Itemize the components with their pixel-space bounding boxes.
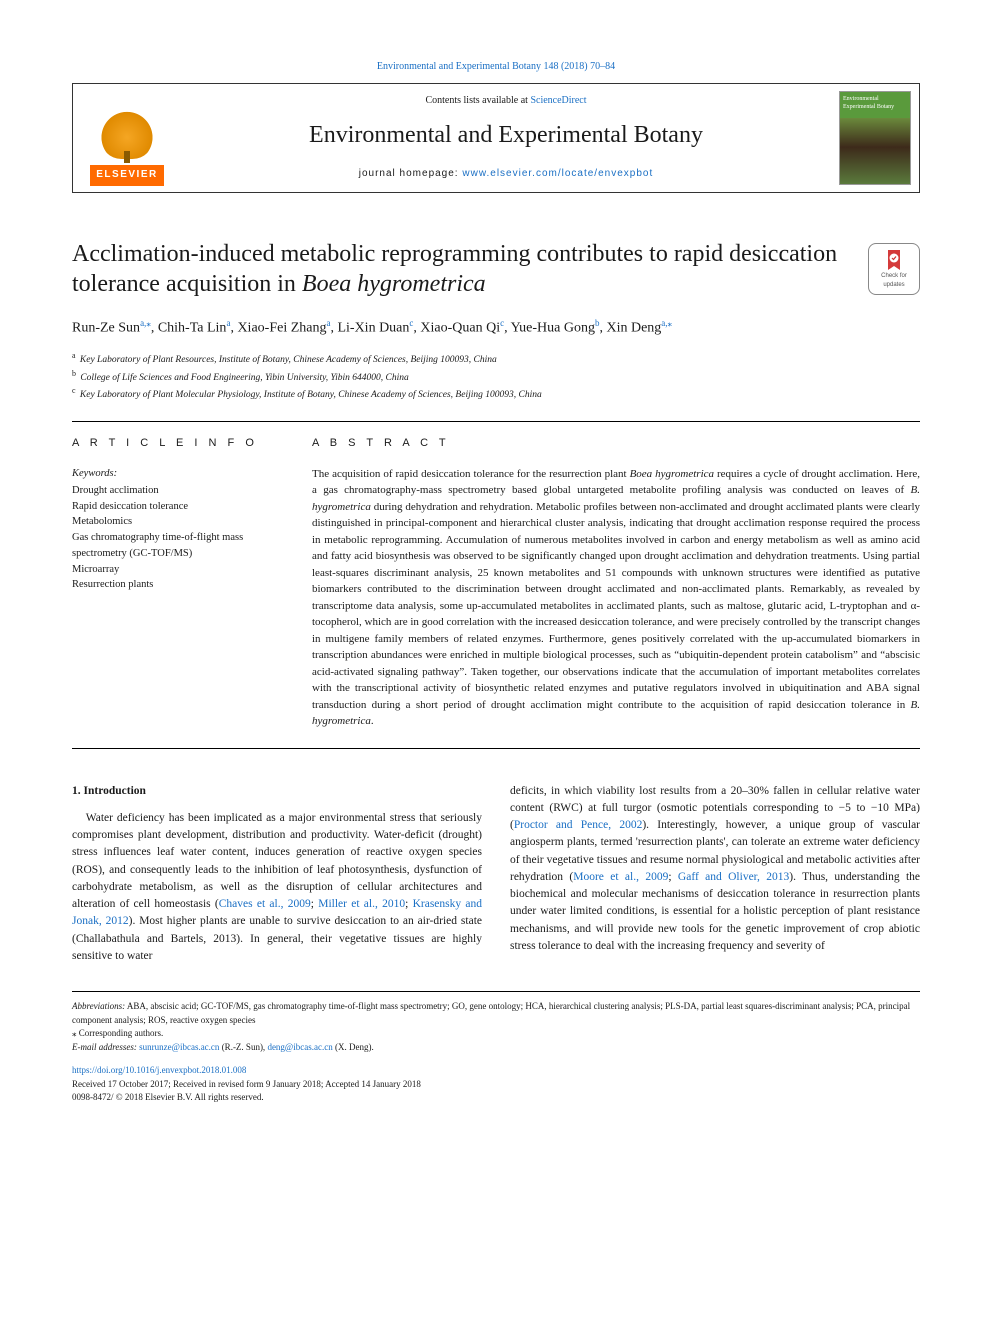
corresponding-note: ⁎ Corresponding authors.: [72, 1027, 920, 1041]
copyright-line: 0098-8472/ © 2018 Elsevier B.V. All righ…: [72, 1092, 264, 1102]
title-italic: Boea hygrometrica: [302, 271, 486, 297]
header-center: Contents lists available at ScienceDirec…: [181, 84, 831, 192]
affiliation-line: c Key Laboratory of Plant Molecular Phys…: [72, 385, 920, 402]
body-para-1: Water deficiency has been implicated as …: [72, 810, 482, 965]
abstract-text: The acquisition of rapid desiccation tol…: [312, 466, 920, 730]
journal-title: Environmental and Experimental Botany: [189, 118, 823, 153]
keyword-item: Resurrection plants: [72, 577, 280, 593]
badge-line1: Check for: [881, 272, 907, 281]
elsevier-wordmark: ELSEVIER: [90, 165, 163, 186]
journal-homepage: journal homepage: www.elsevier.com/locat…: [189, 167, 823, 182]
keyword-item: Rapid desiccation tolerance: [72, 499, 280, 515]
elsevier-tree-icon: [100, 105, 154, 159]
affiliation-line: a Key Laboratory of Plant Resources, Ins…: [72, 350, 920, 367]
abbrev-text: ABA, abscisic acid; GC-TOF/MS, gas chrom…: [72, 1001, 910, 1025]
sciencedirect-link[interactable]: ScienceDirect: [530, 95, 586, 106]
email-line: E-mail addresses: sunrunze@ibcas.ac.cn (…: [72, 1041, 920, 1055]
article-info-heading: A R T I C L E I N F O: [72, 436, 280, 452]
rule-top: [72, 421, 920, 422]
abstract-col: A B S T R A C T The acquisition of rapid…: [312, 436, 920, 730]
body-col-right: deficits, in which viability lost result…: [510, 783, 920, 966]
abbrev-label: Abbreviations:: [72, 1001, 125, 1011]
authors: Run-Ze Suna,⁎, Chih-Ta Lina, Xiao-Fei Zh…: [72, 317, 920, 339]
journal-header: ELSEVIER Contents lists available at Sci…: [72, 83, 920, 193]
keyword-item: Drought acclimation: [72, 483, 280, 499]
article-title: Acclimation-induced metabolic reprogramm…: [72, 239, 850, 299]
homepage-link[interactable]: www.elsevier.com/locate/envexpbot: [462, 168, 653, 179]
title-row: Acclimation-induced metabolic reprogramm…: [72, 239, 920, 299]
email-addresses: sunrunze@ibcas.ac.cn (R.-Z. Sun), deng@i…: [137, 1042, 374, 1052]
badge-line2: updates: [883, 281, 904, 290]
rule-bottom: [72, 748, 920, 749]
contents-prefix: Contents lists available at: [425, 95, 530, 106]
received-line: Received 17 October 2017; Received in re…: [72, 1079, 421, 1089]
keywords-list: Drought acclimationRapid desiccation tol…: [72, 483, 280, 593]
info-abstract-row: A R T I C L E I N F O Keywords: Drought …: [72, 436, 920, 730]
elsevier-logo-cell: ELSEVIER: [73, 84, 181, 192]
section-title: Introduction: [84, 785, 146, 797]
check-updates-badge[interactable]: Check for updates: [868, 243, 920, 295]
homepage-prefix: journal homepage:: [359, 168, 463, 179]
affiliation-line: b College of Life Sciences and Food Engi…: [72, 368, 920, 385]
keyword-item: Gas chromatography time-of-flight mass s…: [72, 530, 280, 562]
top-citation: Environmental and Experimental Botany 14…: [72, 60, 920, 75]
cover-cell: Environmental Experimental Botany: [831, 84, 919, 192]
doi-block: https://doi.org/10.1016/j.envexpbot.2018…: [72, 1064, 920, 1105]
journal-cover-thumb: Environmental Experimental Botany: [839, 91, 911, 185]
section-number: 1.: [72, 785, 81, 797]
keywords-label: Keywords:: [72, 466, 280, 481]
body-columns: 1. Introduction Water deficiency has bee…: [72, 783, 920, 966]
footnotes: Abbreviations: ABA, abscisic acid; GC-TO…: [72, 991, 920, 1054]
body-para-2: deficits, in which viability lost result…: [510, 783, 920, 956]
doi-link[interactable]: https://doi.org/10.1016/j.envexpbot.2018…: [72, 1065, 246, 1075]
top-citation-link[interactable]: Environmental and Experimental Botany 14…: [377, 61, 615, 72]
article-info-col: A R T I C L E I N F O Keywords: Drought …: [72, 436, 280, 730]
abbreviations: Abbreviations: ABA, abscisic acid; GC-TO…: [72, 1000, 920, 1027]
keyword-item: Metabolomics: [72, 514, 280, 530]
affiliations: a Key Laboratory of Plant Resources, Ins…: [72, 350, 920, 402]
email-label: E-mail addresses:: [72, 1042, 137, 1052]
section-heading: 1. Introduction: [72, 783, 482, 800]
abstract-heading: A B S T R A C T: [312, 436, 920, 452]
contents-available: Contents lists available at ScienceDirec…: [189, 94, 823, 109]
body-col-left: 1. Introduction Water deficiency has bee…: [72, 783, 482, 966]
bookmark-check-icon: [882, 248, 906, 272]
keyword-item: Microarray: [72, 562, 280, 578]
